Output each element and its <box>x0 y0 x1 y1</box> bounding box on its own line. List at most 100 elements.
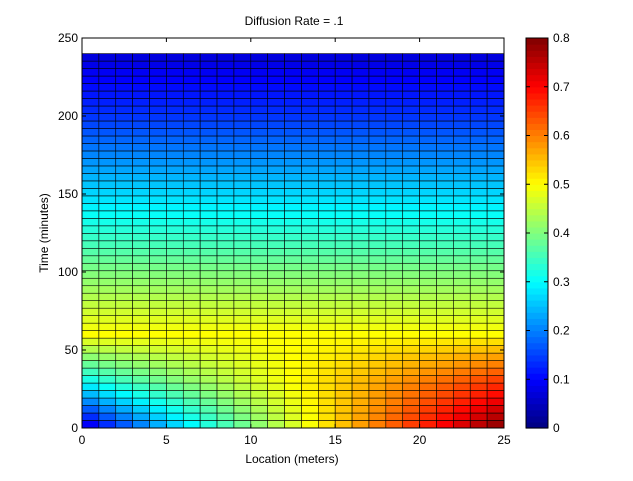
heatmap-cell <box>267 150 285 159</box>
heatmap-cell <box>81 98 100 107</box>
heatmap-cell <box>132 98 150 107</box>
heatmap-cell <box>469 367 488 376</box>
heatmap-cell <box>469 173 488 182</box>
heatmap-cell <box>98 240 117 249</box>
heatmap-cell <box>250 360 268 369</box>
heatmap-cell <box>233 105 252 114</box>
heatmap-cell <box>351 255 370 264</box>
heatmap-cell <box>216 203 235 212</box>
heatmap-cell <box>351 128 370 137</box>
heatmap-cell <box>334 255 353 264</box>
heatmap-cell <box>486 83 505 92</box>
heatmap-cell <box>301 375 319 384</box>
heatmap-cell <box>149 247 167 257</box>
colorbar-segment <box>526 275 548 283</box>
heatmap-cell <box>334 53 353 62</box>
heatmap-cell <box>166 135 184 144</box>
heatmap-cell <box>385 367 404 376</box>
heatmap-cell <box>318 195 336 204</box>
heatmap-cell <box>166 128 184 137</box>
heatmap-cell <box>402 53 420 62</box>
heatmap-cell <box>318 188 336 197</box>
heatmap-cell <box>351 262 370 272</box>
heatmap-cell <box>284 247 302 257</box>
heatmap-cell <box>132 105 150 114</box>
heatmap-cell <box>436 143 454 152</box>
heatmap-cell <box>284 292 302 302</box>
heatmap-cell <box>284 210 302 219</box>
colorbar-segment <box>526 385 548 393</box>
heatmap-cell <box>166 330 184 339</box>
heatmap-cell <box>149 165 167 174</box>
heatmap-cell <box>250 90 268 99</box>
heatmap-cell <box>233 262 252 272</box>
heatmap-cell <box>334 247 353 257</box>
heatmap-cell <box>318 120 336 129</box>
heatmap-cell <box>469 180 488 189</box>
heatmap-cell <box>182 60 201 69</box>
heatmap-cell <box>284 390 302 399</box>
heatmap-cell <box>486 218 505 227</box>
heatmap-cell <box>216 90 235 99</box>
heatmap-cell <box>115 255 133 264</box>
heatmap-cell <box>436 285 454 294</box>
heatmap-cell <box>149 405 167 414</box>
heatmap-cell <box>199 188 218 197</box>
heatmap-cell <box>469 150 488 159</box>
heatmap-cell <box>166 188 184 197</box>
heatmap-cell <box>334 128 353 137</box>
heatmap-cell <box>469 158 488 167</box>
colorbar-segment <box>526 403 548 411</box>
heatmap-cell <box>166 225 184 234</box>
colorbar-segment <box>526 159 548 167</box>
colorbar-segment <box>526 226 548 234</box>
heatmap-cell <box>250 292 268 302</box>
heatmap-cell <box>402 158 420 167</box>
colorbar-tick-label: 0 <box>553 421 560 435</box>
heatmap-cell <box>284 307 302 316</box>
heatmap-cell <box>166 90 184 99</box>
heatmap-cell <box>301 233 319 242</box>
heatmap-cell <box>318 83 336 92</box>
heatmap-cell <box>98 113 117 122</box>
heatmap-cell <box>267 120 285 129</box>
heatmap-cell <box>98 345 117 354</box>
heatmap-cell <box>233 150 252 159</box>
heatmap-cell <box>149 128 167 137</box>
heatmap-cell <box>284 412 302 421</box>
heatmap-cell <box>267 375 285 384</box>
heatmap-cell <box>81 113 100 122</box>
heatmap-cell <box>199 173 218 182</box>
heatmap-cell <box>368 345 387 354</box>
heatmap-cell <box>419 188 437 197</box>
heatmap-cell <box>149 218 167 227</box>
heatmap-cell <box>368 180 387 189</box>
heatmap-cell <box>149 412 167 421</box>
heatmap-cell <box>284 113 302 122</box>
heatmap-cell <box>334 270 353 279</box>
heatmap-cell <box>267 352 285 361</box>
heatmap-cell <box>98 367 117 376</box>
heatmap-cell <box>98 330 117 339</box>
colorbar-segment <box>526 196 548 204</box>
heatmap-cell <box>402 233 420 242</box>
heatmap-cell <box>301 113 319 122</box>
heatmap-cell <box>301 240 319 249</box>
heatmap-cell <box>250 105 268 114</box>
heatmap-cell <box>385 352 404 361</box>
heatmap-cell <box>267 285 285 294</box>
heatmap-cell <box>98 390 117 399</box>
heatmap-cell <box>334 330 353 339</box>
heatmap-cell <box>486 53 505 62</box>
heatmap-cell <box>334 105 353 114</box>
heatmap-cell <box>351 210 370 219</box>
heatmap-cell <box>199 150 218 159</box>
heatmap-cell <box>469 195 488 204</box>
heatmap-cell <box>334 233 353 242</box>
heatmap-cell <box>284 300 302 309</box>
heatmap-cell <box>182 300 201 309</box>
heatmap-cell <box>115 345 133 354</box>
heatmap-cell <box>301 307 319 316</box>
heatmap-cell <box>402 90 420 99</box>
heatmap-cell <box>199 330 218 339</box>
